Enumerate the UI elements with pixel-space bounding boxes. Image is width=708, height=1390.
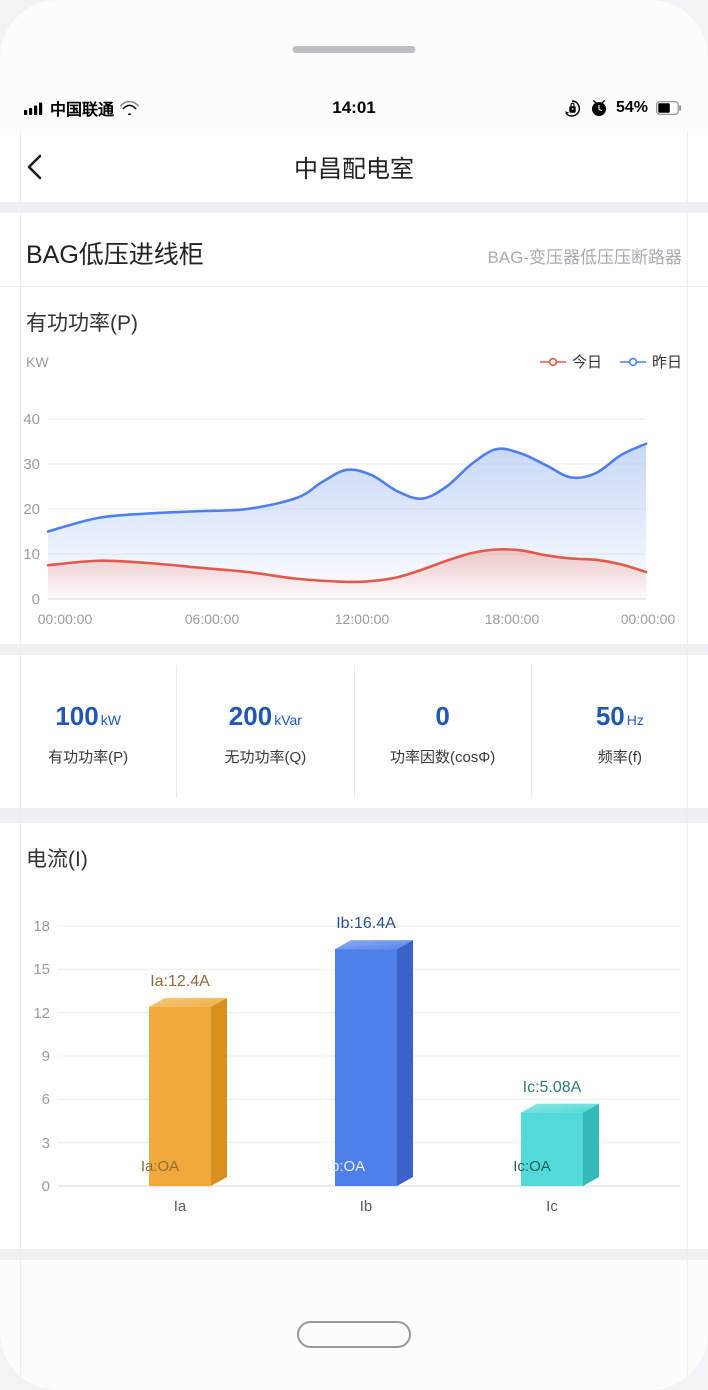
svg-text:Ia:OA: Ia:OA xyxy=(141,1158,179,1175)
svg-text:Ic:5.08A: Ic:5.08A xyxy=(523,1079,582,1096)
svg-text:Ia: Ia xyxy=(174,1198,187,1215)
svg-text:Ic: Ic xyxy=(546,1198,558,1215)
svg-text:0: 0 xyxy=(32,591,40,608)
svg-text:40: 40 xyxy=(23,411,40,428)
svg-text:15: 15 xyxy=(33,961,50,978)
svg-text:6: 6 xyxy=(42,1091,50,1108)
svg-text:Ib: Ib xyxy=(360,1198,373,1215)
svg-text:06:00:00: 06:00:00 xyxy=(185,611,240,627)
svg-text:30: 30 xyxy=(23,456,40,473)
svg-text:18:00:00: 18:00:00 xyxy=(485,611,540,627)
svg-text:9: 9 xyxy=(42,1048,50,1065)
svg-text:18: 18 xyxy=(33,918,50,935)
svg-text:3: 3 xyxy=(42,1135,50,1152)
svg-text:Ia:12.4A: Ia:12.4A xyxy=(150,973,210,990)
svg-text:00:00:00: 00:00:00 xyxy=(621,611,676,627)
svg-text:Ib:OA: Ib:OA xyxy=(327,1158,365,1175)
svg-text:00:00:00: 00:00:00 xyxy=(38,611,93,627)
svg-text:20: 20 xyxy=(23,501,40,518)
svg-text:Ic:OA: Ic:OA xyxy=(513,1158,551,1175)
svg-text:0: 0 xyxy=(42,1178,50,1195)
svg-text:Ib:16.4A: Ib:16.4A xyxy=(336,915,396,932)
svg-text:10: 10 xyxy=(23,546,40,563)
svg-text:12:00:00: 12:00:00 xyxy=(335,611,390,627)
svg-text:12: 12 xyxy=(33,1005,50,1022)
